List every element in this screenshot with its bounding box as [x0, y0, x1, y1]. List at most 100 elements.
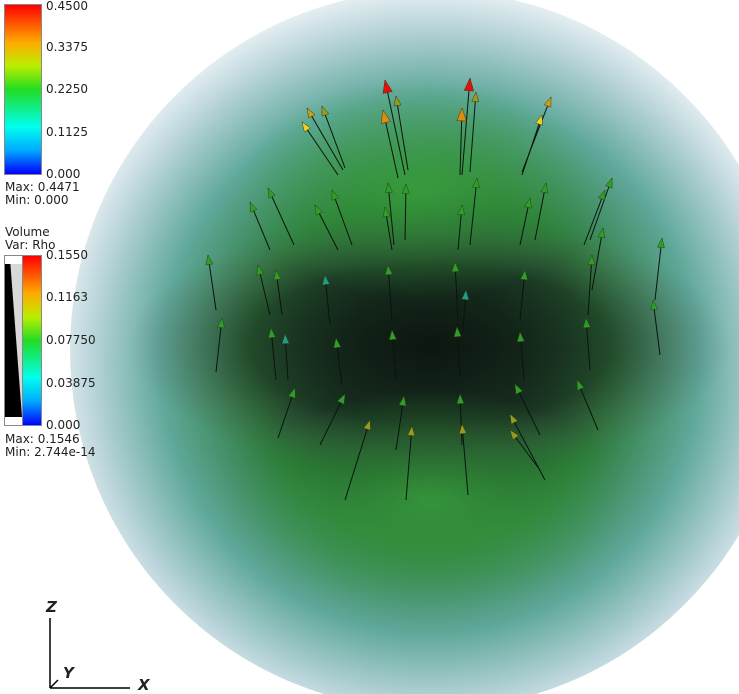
vector-arrow	[249, 201, 271, 251]
vector-arrow	[277, 387, 296, 439]
vector-arrow	[321, 105, 346, 169]
vector-arrow-head	[382, 79, 393, 94]
vector-arrow	[451, 261, 460, 321]
vector-arrow-head	[471, 91, 480, 103]
vector-arrow	[331, 189, 353, 246]
vector-arrow	[382, 79, 406, 176]
vector-arrow-head	[509, 413, 519, 425]
vector-arrow-shaft	[267, 187, 295, 246]
vector-arrow-head	[463, 77, 475, 92]
vector-arrow	[333, 337, 343, 386]
vector-arrow-head	[321, 105, 330, 117]
volume-tick-0: 0.1550	[46, 248, 88, 262]
vector-arrow-head	[604, 177, 613, 189]
vector-arrow-shaft	[395, 95, 409, 171]
vector-arrow	[456, 107, 467, 176]
volume-tick-2: 0.07750	[46, 333, 96, 347]
vector-arrow	[583, 189, 606, 246]
vector-arrow-shaft	[384, 79, 406, 176]
vector-arrow-head	[540, 182, 549, 194]
vector-arrow-shaft	[387, 182, 395, 246]
vector-arrow	[319, 393, 346, 446]
vector-arrow-shaft	[521, 114, 543, 176]
vector-arrow	[516, 331, 525, 381]
vector-arrow-shaft	[589, 177, 613, 241]
vector-arrow	[382, 206, 393, 251]
vector-arrow	[650, 299, 661, 356]
vector-arrow	[457, 204, 466, 251]
vector-arrow-head	[456, 107, 467, 122]
vector-arrow	[582, 317, 591, 371]
volume-min-label: Min:	[5, 445, 31, 459]
vector-arrow-head	[322, 274, 330, 286]
vector-arrow-head	[216, 317, 225, 329]
vector-arrow-head	[451, 261, 460, 273]
vector-arrow-shaft	[461, 423, 469, 496]
vector-max-label: Max:	[5, 180, 34, 194]
vector-tick-2: 0.2250	[46, 82, 88, 96]
vector-arrow-head	[249, 201, 258, 213]
vector-arrow-head	[453, 326, 462, 338]
vector-arrow-head	[520, 269, 528, 281]
vector-arrow	[469, 177, 480, 246]
vector-arrow	[456, 393, 465, 446]
vector-arrow	[395, 395, 407, 451]
vector-tick-0: 0.4500	[46, 0, 88, 13]
vector-arrow	[654, 237, 665, 301]
vector-arrow-head	[363, 419, 371, 431]
vector-arrow	[384, 264, 393, 321]
vector-arrow	[519, 197, 532, 246]
volume-tick-3: 0.03875	[46, 376, 96, 390]
vector-arrow-head	[407, 425, 416, 437]
vector-max: Max: 0.4471	[5, 180, 80, 194]
vector-arrow-head	[587, 254, 596, 266]
vector-arrow-head	[597, 189, 606, 201]
volume-var: Var: Rho	[5, 238, 56, 252]
vector-arrow	[267, 187, 295, 246]
vector-arrow-head	[337, 393, 346, 405]
volume-min: Min: 2.744e-14	[5, 445, 96, 459]
volume-title: Volume	[5, 225, 50, 239]
volume-bottom-glow	[240, 390, 620, 610]
vector-arrow-head	[458, 423, 467, 435]
vector-arrow-head	[388, 329, 397, 341]
vector-arrow	[514, 383, 541, 436]
vector-min-value: 0.000	[34, 193, 69, 207]
vector-arrow	[301, 121, 339, 176]
triad-z-label: Z	[46, 598, 57, 616]
vector-arrow	[268, 327, 277, 381]
volume-tick-4: 0.000	[46, 418, 81, 432]
vector-arrow-head	[543, 96, 552, 108]
vector-arrow-head	[301, 121, 311, 133]
velocity-glyphs	[205, 77, 665, 501]
vector-arrow-head	[333, 337, 342, 349]
vector-arrow	[461, 77, 475, 176]
vector-arrow-head	[524, 197, 532, 209]
vector-arrow-head	[509, 429, 520, 441]
vector-arrow-head	[306, 107, 316, 119]
vector-arrow-shaft	[344, 419, 371, 501]
vector-arrow-head	[281, 333, 290, 345]
triad-y-label: Y	[63, 664, 74, 682]
vector-arrow-shaft	[587, 254, 593, 316]
vector-arrow-head	[268, 327, 276, 339]
vector-arrow-head	[516, 331, 525, 343]
vector-arrow	[509, 429, 541, 471]
vector-tick-1: 0.3375	[46, 40, 88, 54]
vector-arrow	[344, 419, 371, 501]
vector-tick-4: 0.000	[46, 167, 81, 181]
vector-arrow-shaft	[405, 425, 413, 501]
vector-arrow	[458, 423, 469, 496]
vector-arrow-shaft	[469, 91, 477, 173]
vector-max-value: 0.4471	[37, 180, 80, 194]
vector-arrow-head	[461, 289, 470, 301]
vector-arrow	[461, 289, 470, 331]
vector-arrow-shaft	[301, 121, 339, 176]
vector-arrow-head	[514, 383, 523, 395]
vector-arrow	[591, 227, 606, 291]
vector-arrow	[587, 254, 596, 316]
vector-arrow	[322, 274, 331, 326]
vector-tick-3: 0.1125	[46, 125, 88, 139]
vector-arrow	[393, 95, 409, 171]
